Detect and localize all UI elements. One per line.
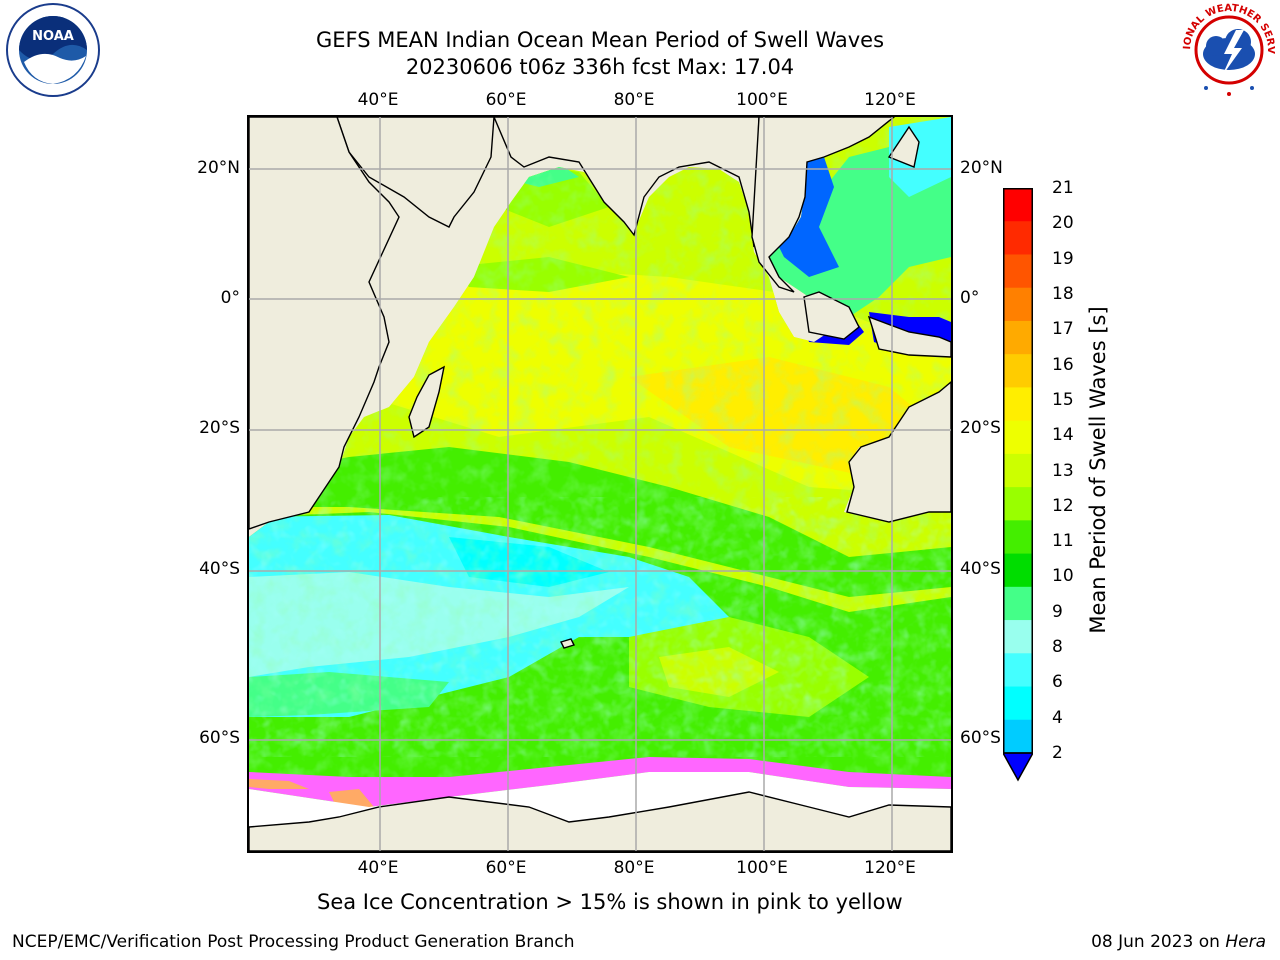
colorbar-band bbox=[1003, 453, 1033, 488]
chart-subtitle: 20230606 t06z 336h fcst Max: 17.04 bbox=[405, 55, 795, 79]
map-panel bbox=[247, 115, 953, 853]
colorbar-band bbox=[1003, 387, 1033, 422]
colorbar-tick-label: 17 bbox=[1052, 319, 1074, 340]
lon-tick-top: 80°E bbox=[613, 90, 655, 110]
graticule bbox=[249, 117, 951, 851]
lon-tick-bottom: 40°E bbox=[357, 858, 399, 878]
colorbar-tick-label: 15 bbox=[1052, 389, 1074, 410]
colorbar bbox=[1003, 188, 1033, 782]
colorbar-band bbox=[1003, 686, 1033, 721]
colorbar-band bbox=[1003, 320, 1033, 355]
lat-tick-right: 40°S bbox=[960, 559, 1001, 579]
lon-tick-bottom: 80°E bbox=[613, 858, 655, 878]
lat-tick-right: 60°S bbox=[960, 728, 1001, 748]
colorbar-tick-label: 12 bbox=[1052, 495, 1074, 516]
colorbar-band bbox=[1003, 586, 1033, 621]
lon-tick-top: 120°E bbox=[864, 90, 916, 110]
colorbar-tick-label: 4 bbox=[1052, 707, 1063, 728]
colorbar-band bbox=[1003, 188, 1033, 222]
lon-tick-bottom: 60°E bbox=[485, 858, 527, 878]
lat-tick-left: 0° bbox=[220, 288, 240, 308]
colorbar-tick-label: 10 bbox=[1052, 566, 1074, 587]
colorbar-tick-label: 11 bbox=[1052, 531, 1074, 552]
generation-date: 08 Jun 2023 on Hera bbox=[1091, 932, 1266, 952]
colorbar-band bbox=[1003, 620, 1033, 654]
nws-logo: NATIONAL WEATHER SERVICE bbox=[1180, 2, 1276, 96]
swell-period-map bbox=[249, 117, 951, 851]
colorbar-band bbox=[1003, 221, 1033, 255]
colorbar-tick-label: 9 bbox=[1052, 601, 1063, 622]
colorbar-extend-arrow bbox=[1003, 752, 1033, 782]
lon-tick-top: 40°E bbox=[357, 90, 399, 110]
colorbar-tick-label: 21 bbox=[1052, 178, 1074, 198]
colorbar-band bbox=[1003, 520, 1033, 555]
colorbar-tick-label: 2 bbox=[1052, 743, 1063, 763]
generation-date-text: 08 Jun 2023 on bbox=[1091, 932, 1226, 952]
lat-tick-left: 20°S bbox=[199, 418, 240, 438]
lat-tick-right: 20°N bbox=[960, 158, 1003, 178]
colorbar-outline bbox=[1003, 188, 1033, 754]
colorbar-band bbox=[1003, 354, 1033, 388]
lat-tick-left: 20°N bbox=[197, 158, 240, 178]
colorbar-tick-label: 19 bbox=[1052, 248, 1074, 269]
colorbar-tick-label: 6 bbox=[1052, 672, 1063, 693]
colorbar-band bbox=[1003, 719, 1033, 754]
lat-tick-right: 0° bbox=[960, 288, 980, 308]
colorbar-label: Mean Period of Swell Waves [s] bbox=[1086, 306, 1110, 634]
colorbar-band bbox=[1003, 553, 1033, 588]
producer-credit: NCEP/EMC/Verification Post Processing Pr… bbox=[12, 932, 575, 952]
host-name: Hera bbox=[1225, 932, 1266, 952]
colorbar-band bbox=[1003, 254, 1033, 289]
coastlines bbox=[249, 117, 951, 851]
colorbar-band bbox=[1003, 287, 1033, 322]
colorbar-tick-label: 14 bbox=[1052, 425, 1074, 446]
lat-tick-right: 20°S bbox=[960, 418, 1001, 438]
chart-title: GEFS MEAN Indian Ocean Mean Period of Sw… bbox=[315, 28, 885, 52]
colorbar-tick-label: 16 bbox=[1052, 354, 1074, 375]
lat-tick-left: 40°S bbox=[199, 559, 240, 579]
colorbar-tick-label: 13 bbox=[1052, 460, 1074, 481]
svg-text:NOAA: NOAA bbox=[32, 29, 74, 44]
lat-tick-left: 60°S bbox=[199, 728, 240, 748]
colorbar-band bbox=[1003, 653, 1033, 688]
lon-tick-top: 60°E bbox=[485, 90, 527, 110]
colorbar-band bbox=[1003, 487, 1033, 521]
colorbar-tick-label: 8 bbox=[1052, 637, 1063, 658]
noaa-logo: NOAA bbox=[6, 3, 100, 97]
colorbar-tick-label: 18 bbox=[1052, 283, 1074, 304]
colorbar-tick-label: 20 bbox=[1052, 213, 1074, 234]
sea-ice-caption: Sea Ice Concentration > 15% is shown in … bbox=[317, 890, 903, 914]
lon-tick-bottom: 100°E bbox=[736, 858, 788, 878]
lon-tick-bottom: 120°E bbox=[864, 858, 916, 878]
lon-tick-top: 100°E bbox=[736, 90, 788, 110]
colorbar-band bbox=[1003, 420, 1033, 455]
